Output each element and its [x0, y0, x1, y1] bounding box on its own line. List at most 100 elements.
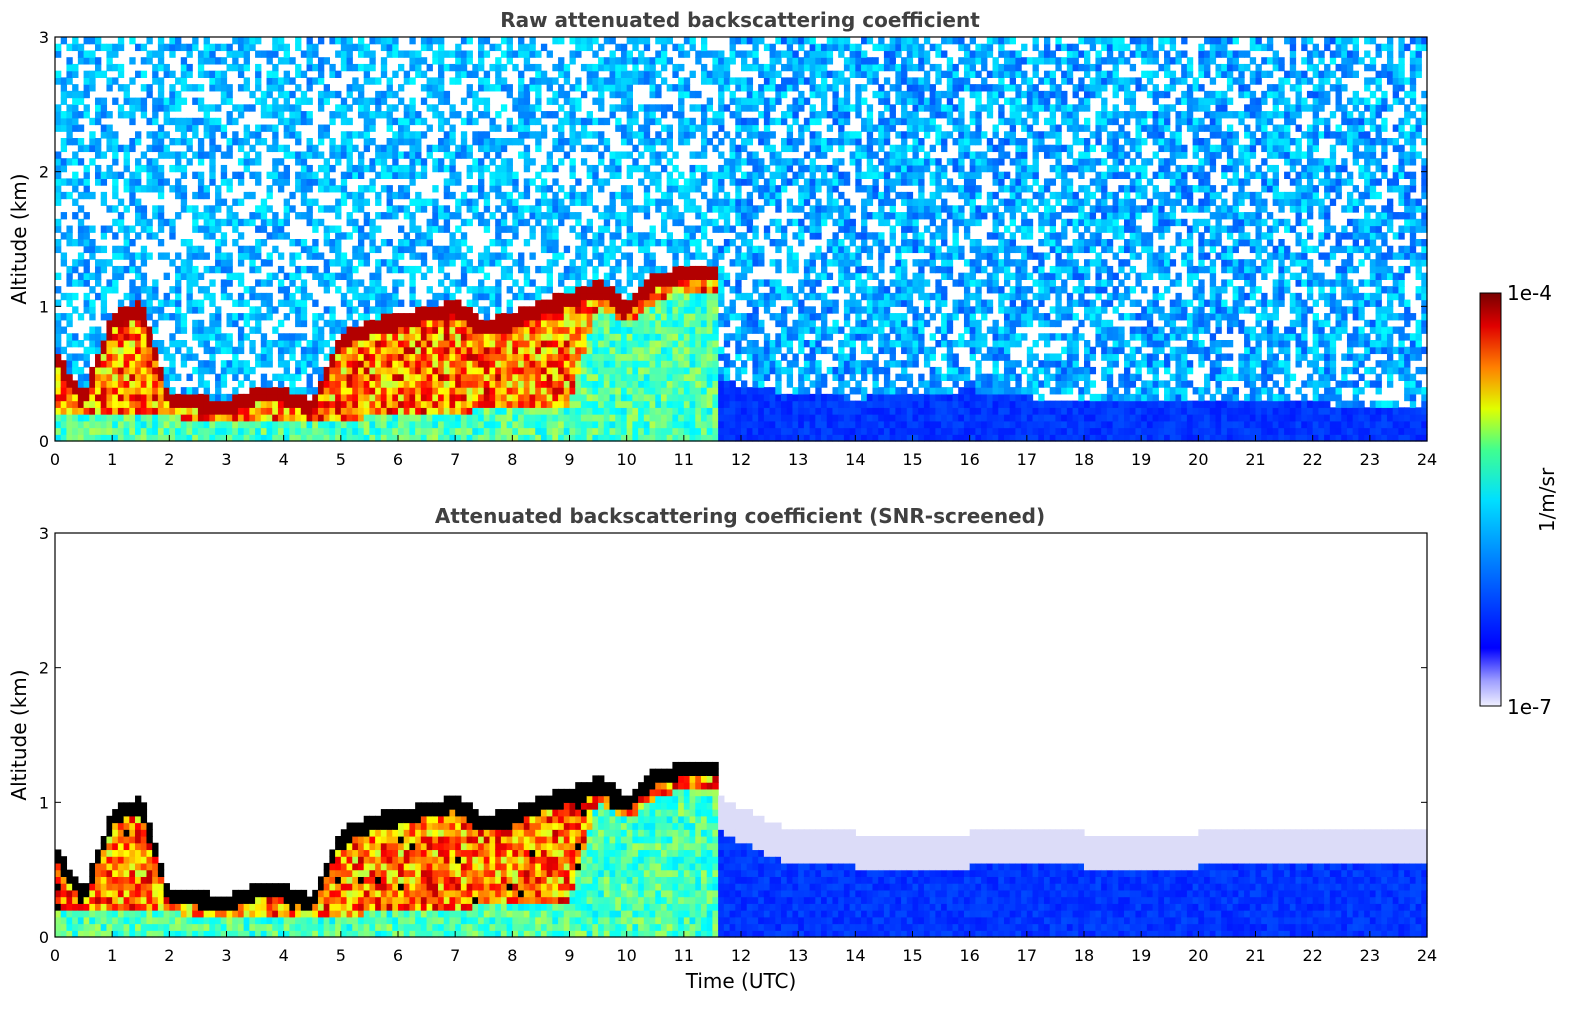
heatmap-cell — [643, 191, 651, 200]
heatmap-cell — [232, 373, 239, 381]
heatmap-cell — [232, 299, 239, 307]
heatmap-cell — [563, 117, 571, 126]
heatmap-cell — [152, 306, 159, 314]
heatmap-cell — [741, 265, 748, 274]
heatmap-cell — [609, 158, 616, 166]
heatmap-cell — [535, 63, 542, 72]
heatmap-cell — [100, 299, 108, 307]
heatmap-cell — [277, 319, 285, 328]
heatmap-cell — [546, 232, 553, 240]
heatmap-cell — [106, 259, 113, 267]
heatmap-cell — [569, 104, 576, 112]
heatmap-cell — [83, 144, 90, 153]
heatmap-cell — [575, 131, 582, 139]
heatmap-cell — [66, 366, 73, 375]
heatmap-cell — [563, 387, 571, 395]
heatmap-cell — [689, 185, 696, 193]
heatmap-cell — [460, 279, 468, 287]
heatmap-cell — [683, 225, 691, 233]
heatmap-cell — [752, 306, 759, 314]
heatmap-cell — [135, 360, 142, 368]
heatmap-cell — [609, 360, 616, 368]
heatmap-cell — [180, 77, 188, 85]
heatmap-cell — [409, 387, 416, 395]
heatmap-cell — [283, 104, 290, 112]
heatmap-cell — [535, 265, 542, 274]
heatmap-cell — [638, 326, 645, 334]
heatmap-cell — [432, 104, 439, 112]
heatmap-cell — [718, 292, 725, 301]
heatmap-cell — [563, 434, 571, 442]
heatmap-cell — [752, 259, 759, 267]
heatmap-cell — [672, 43, 679, 52]
heatmap-cell — [495, 333, 502, 341]
heatmap-cell — [478, 144, 485, 153]
heatmap-cell — [706, 400, 714, 408]
heatmap-cell — [152, 420, 159, 429]
heatmap-cell — [237, 84, 245, 92]
heatmap-cell — [169, 427, 176, 435]
heatmap-cell — [546, 407, 553, 415]
heatmap-cell — [277, 77, 285, 85]
heatmap-cell — [706, 265, 714, 274]
heatmap-cell — [175, 124, 182, 132]
heatmap-cell — [415, 340, 422, 348]
heatmap-cell — [518, 326, 525, 334]
heatmap-cell — [186, 346, 193, 355]
heatmap-cell — [632, 427, 639, 435]
heatmap-cell — [552, 333, 559, 341]
heatmap-cell — [340, 353, 348, 361]
heatmap-cell — [135, 427, 142, 435]
heatmap-cell — [535, 326, 542, 334]
heatmap-cell — [277, 434, 285, 442]
heatmap-cell — [700, 117, 708, 126]
heatmap-cell — [752, 434, 759, 442]
heatmap-cell — [655, 313, 662, 321]
heatmap-cell — [575, 400, 582, 408]
heatmap-cell — [392, 164, 399, 173]
heatmap-cell — [317, 104, 325, 112]
heatmap-cell — [175, 104, 182, 112]
heatmap-cell — [580, 346, 588, 355]
heatmap-cell — [289, 272, 296, 280]
heatmap-cell — [426, 286, 433, 294]
heatmap-cell — [495, 205, 502, 213]
heatmap-cell — [712, 198, 719, 206]
heatmap-cell — [129, 198, 136, 206]
heatmap-cell — [243, 84, 250, 92]
heatmap-cell — [340, 144, 348, 153]
heatmap-cell — [752, 63, 759, 72]
heatmap-cell — [266, 90, 273, 99]
heatmap-cell — [157, 340, 165, 348]
heatmap-cell — [752, 178, 759, 186]
heatmap-cell — [632, 77, 639, 85]
heatmap-cell — [518, 124, 525, 132]
heatmap-cell — [563, 97, 571, 105]
heatmap-cell — [289, 252, 296, 260]
heatmap-cell — [420, 380, 428, 388]
heatmap-cell — [112, 360, 119, 368]
heatmap-cell — [409, 299, 416, 307]
heatmap-cell — [363, 198, 371, 206]
heatmap-cell — [380, 427, 388, 435]
heatmap-cell — [209, 205, 216, 213]
heatmap-cell — [295, 111, 302, 119]
heatmap-cell — [317, 340, 325, 348]
heatmap-cell — [112, 178, 119, 186]
heatmap-cell — [323, 373, 330, 381]
heatmap-cell — [329, 164, 336, 173]
heatmap-cell — [500, 407, 508, 415]
heatmap-cell — [438, 90, 445, 99]
heatmap-cell — [375, 306, 382, 314]
heatmap-cell — [609, 420, 616, 429]
heatmap-cell — [140, 104, 148, 112]
heatmap-cell — [329, 90, 336, 99]
heatmap-cell — [718, 205, 725, 213]
heatmap-cell — [357, 353, 365, 361]
heatmap-cell — [129, 104, 136, 112]
heatmap-cell — [746, 265, 754, 274]
heatmap-cell — [72, 151, 79, 159]
heatmap-cell — [683, 279, 691, 287]
heatmap-cell — [632, 407, 639, 415]
heatmap-cell — [363, 299, 371, 307]
